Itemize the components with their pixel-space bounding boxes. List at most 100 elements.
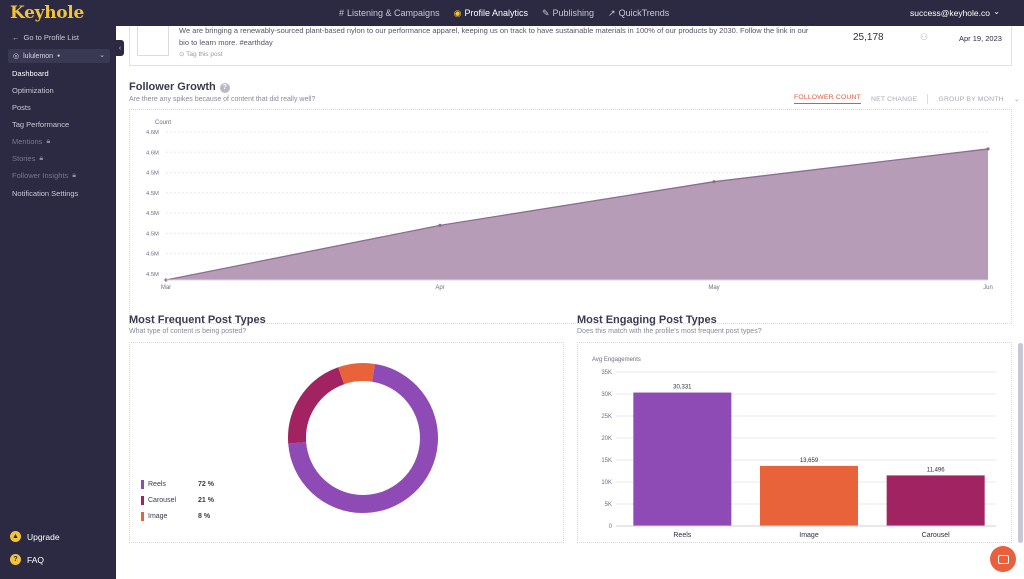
bar-value-label: 13,659 (800, 458, 819, 464)
sidebar: ← Go to Profile List ◎ lululemon ● ⌄ Das… (0, 26, 116, 579)
legend-swatch (141, 496, 144, 505)
sidebar-item-notification-settings[interactable]: Notification Settings (12, 189, 78, 198)
y-tick-label: 35K (601, 370, 612, 376)
tag-post-link[interactable]: ⊙ Tag this post (179, 50, 223, 58)
back-label: Go to Profile List (23, 33, 79, 42)
sidebar-item-label: Posts (12, 103, 31, 112)
bar (633, 392, 732, 526)
legend-item[interactable]: Reels 72 % (141, 480, 214, 489)
follower-growth-chart: Count 4.6M 4.6M 4.5M 4.5M 4.5M 4.5M 4.5M 4.5M Mar… (146, 120, 993, 291)
top-navigation-bar: Keyhole # Listening & Campaigns ◉ Profil… (0, 0, 1024, 26)
sidebar-item-label: Tag Performance (12, 120, 70, 129)
collapse-sidebar-button[interactable]: ‹ (116, 40, 124, 56)
legend-label: Image (148, 513, 168, 520)
engaging-types-panel: Avg Engagements 0 5K 10K 15K 20K 25K 30K 35K 30,3… (577, 342, 1012, 543)
avg-engagement-bar-chart: Avg Engagements 0 5K 10K 15K 20K 25K 30K 35K 30,3… (592, 357, 996, 539)
sidebar-item-follower-insights[interactable]: Follower Insights 🔒︎ (12, 171, 76, 180)
sidebar-item-label: Notification Settings (12, 189, 79, 198)
back-to-profile-list[interactable]: ← Go to Profile List (12, 33, 79, 42)
tab-net-change[interactable]: NET CHANGE (871, 95, 918, 103)
frequent-types-title: Most Frequent Post Types (129, 314, 266, 326)
quicktrends-icon: ↗ (608, 7, 616, 18)
sidebar-item-label: Dashboard (12, 69, 49, 78)
x-tick-label: Image (799, 532, 819, 539)
y-tick-label: 20K (601, 436, 612, 442)
help-icon[interactable]: ? (219, 83, 230, 93)
donut-slice (288, 367, 345, 444)
legend-value: 72 % (198, 481, 214, 488)
x-tick-label: May (708, 285, 719, 291)
bar (886, 475, 985, 526)
y-tick-label: 4.5M (146, 191, 159, 197)
donut-slice (338, 363, 375, 385)
y-tick-label: 4.6M (146, 150, 159, 156)
dot-icon: ● (57, 53, 61, 59)
sidebar-item-optimization[interactable]: Optimization (12, 86, 54, 95)
tag-icon: ⊙ (179, 51, 185, 58)
nav-publishing[interactable]: ✎ Publishing (542, 8, 594, 19)
tab-follower-count[interactable]: FOLLOWER COUNT (794, 94, 861, 104)
keyhole-logo[interactable]: Keyhole (10, 3, 84, 23)
nav-label: QuickTrends (618, 8, 670, 18)
help-icon: ? (10, 554, 21, 565)
nav-listening-campaigns[interactable]: # Listening & Campaigns (339, 8, 440, 18)
nav-label: Profile Analytics (464, 8, 528, 18)
chevron-down-icon[interactable]: ⌄ (993, 7, 1000, 16)
donut-slice (288, 363, 438, 513)
post-types-donut (288, 363, 438, 513)
legend-swatch (141, 480, 144, 489)
post-caption-line: bio to learn more. #earthday (179, 38, 273, 47)
y-axis-title: Avg Engagements (592, 357, 641, 363)
follower-growth-subtitle: Are there any spikes because of content … (129, 96, 316, 103)
y-tick-label: 5K (605, 502, 612, 508)
sidebar-item-label: Follower Insights (12, 171, 69, 180)
sidebar-item-mentions[interactable]: Mentions 🔒︎ (12, 137, 50, 146)
scrollbar[interactable] (1018, 343, 1023, 543)
lock-icon: 🔒︎ (39, 154, 44, 162)
main-content: We are bringing a renewably-sourced plan… (124, 26, 1024, 579)
sidebar-item-stories[interactable]: Stories 🔒︎ (12, 154, 43, 163)
y-tick-label: 4.5M (146, 211, 159, 217)
section-title-text: Follower Growth (129, 81, 216, 93)
users-icon: ⚇ (920, 32, 929, 42)
engaging-types-subtitle: Does this match with the profile's most … (577, 328, 762, 335)
y-tick-label: 4.5M (146, 171, 159, 177)
follower-growth-panel: Count 4.6M 4.6M 4.5M 4.5M 4.5M 4.5M 4.5M 4.5M Mar… (129, 109, 1012, 324)
lock-icon: 🔒︎ (72, 171, 77, 179)
data-point (438, 223, 442, 227)
nav-label: Publishing (552, 8, 595, 18)
group-by-dropdown[interactable]: GROUP BY MONTH (938, 95, 1004, 103)
legend-item[interactable]: Image 8 % (141, 512, 210, 521)
sidebar-item-label: Optimization (12, 86, 54, 95)
post-caption-line: We are bringing a renewably-sourced plan… (179, 26, 809, 35)
profile-selector[interactable]: ◎ lululemon ● ⌄ (8, 49, 110, 63)
legend-item[interactable]: Carousel 21 % (141, 496, 214, 505)
sidebar-item-tag-performance[interactable]: Tag Performance (12, 120, 69, 129)
sidebar-item-dashboard[interactable]: Dashboard (12, 69, 49, 78)
x-tick-label: Mar (161, 285, 171, 291)
upgrade-button[interactable]: ▲ Upgrade (10, 531, 60, 542)
nav-quicktrends[interactable]: ↗ QuickTrends (608, 8, 669, 19)
y-tick-label: 25K (601, 414, 612, 420)
chat-support-button[interactable] (990, 546, 1016, 572)
y-tick-label: 15K (601, 458, 612, 464)
upgrade-label: Upgrade (27, 531, 60, 542)
nav-profile-analytics[interactable]: ◉ Profile Analytics (454, 8, 528, 19)
y-axis-title: Count (155, 120, 171, 126)
divider (927, 94, 929, 104)
faq-button[interactable]: ? FAQ (10, 554, 44, 565)
user-menu[interactable]: success@keyhole.co (910, 8, 990, 18)
post-card: We are bringing a renewably-sourced plan… (129, 26, 1012, 66)
nav-label: Listening & Campaigns (347, 8, 440, 18)
legend-label: Carousel (148, 497, 177, 504)
chevron-down-icon[interactable]: ⌄ (1013, 96, 1020, 103)
area-fill (166, 148, 988, 280)
post-engagement-count: 25,178 (853, 32, 884, 43)
post-caption: We are bringing a renewably-sourced plan… (179, 26, 819, 49)
post-thumbnail[interactable] (137, 26, 169, 56)
sidebar-item-label: Mentions (12, 137, 43, 146)
sidebar-item-posts[interactable]: Posts (12, 103, 31, 112)
instagram-icon: ◎ (13, 53, 20, 60)
y-tick-label: 4.5M (146, 272, 159, 278)
engaging-types-title: Most Engaging Post Types (577, 314, 717, 326)
